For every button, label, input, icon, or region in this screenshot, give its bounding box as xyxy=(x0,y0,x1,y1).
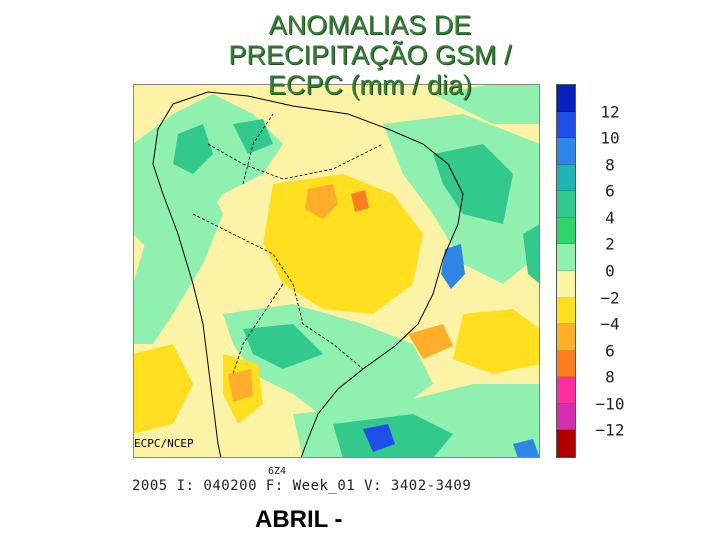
positive-anomaly-region xyxy=(333,414,453,458)
map-title: ANOMALIAS DE PRECIPITAÇÃO GSM / ECPC (mm… xyxy=(180,10,560,100)
country-border xyxy=(207,143,384,180)
colorbar-tick-label: −10 xyxy=(595,394,625,414)
title-line-1: ANOMALIAS DE xyxy=(268,10,472,40)
negative-anomaly-region xyxy=(263,174,423,314)
negative-anomaly-region xyxy=(133,344,193,434)
strong-positive-anomaly xyxy=(513,439,540,458)
footer-small-label: 6Z4 xyxy=(268,466,287,477)
country-border xyxy=(192,213,364,370)
positive-anomaly-region xyxy=(233,119,273,154)
strong-negative-anomaly xyxy=(305,184,338,219)
colorbar-tick-label: 10 xyxy=(600,128,620,148)
colorbar-tick-label: −12 xyxy=(595,420,625,440)
colorbar-swatch xyxy=(557,244,575,271)
colorbar-swatch xyxy=(557,350,575,378)
country-border xyxy=(232,283,284,375)
positive-anomaly-region xyxy=(433,84,540,124)
colorbar-tick-label: 12 xyxy=(600,102,620,122)
positive-anomaly-region xyxy=(523,224,540,284)
colorbar-tick-label: 8 xyxy=(605,367,615,387)
positive-anomaly-region xyxy=(243,324,323,369)
negative-anomaly-region xyxy=(453,309,540,374)
map-frame xyxy=(133,84,540,458)
colorbar-tick-label: −2 xyxy=(600,288,620,308)
colorbar-tick-label: 0 xyxy=(605,261,615,281)
strong-negative-anomaly xyxy=(351,190,369,212)
colorbar-swatch xyxy=(557,377,575,404)
colorbar-swatch xyxy=(557,403,575,431)
colorbar-swatch xyxy=(557,217,575,245)
colorbar-swatch xyxy=(557,138,575,165)
colorbar-swatch xyxy=(557,297,575,325)
colorbar-swatch xyxy=(557,270,575,298)
colorbar-swatch xyxy=(557,324,575,351)
positive-anomaly-region xyxy=(133,174,223,344)
colorbar-swatch xyxy=(557,191,575,218)
strong-negative-anomaly xyxy=(228,369,253,402)
map-canvas xyxy=(133,84,540,458)
colorbar-tick-label: 4 xyxy=(605,208,615,228)
colorbar-swatch xyxy=(557,430,575,457)
colorbar-swatch xyxy=(557,111,575,139)
positive-anomaly-region xyxy=(433,144,513,224)
strong-negative-anomaly xyxy=(408,324,453,359)
colorbar-tick-label: 6 xyxy=(605,341,615,361)
colorbar-swatch xyxy=(557,164,575,192)
positive-anomaly-region xyxy=(173,124,213,174)
strong-positive-anomaly xyxy=(363,424,395,452)
title-line-2: PRECIPITAÇÃO GSM / xyxy=(228,40,512,70)
colorbar-tick-label: −4 xyxy=(600,314,620,334)
footer-run-info: 2005 I: 040200 F: Week_01 V: 3402-3409 xyxy=(132,478,472,494)
month-label: ABRIL - xyxy=(255,506,343,533)
colorbar-tick-label: 6 xyxy=(605,181,615,201)
precipitation-anomaly-map: ECPC/NCEP xyxy=(133,84,540,458)
coastline xyxy=(172,91,464,458)
colorbar-tick-label: 2 xyxy=(605,234,615,254)
country-border xyxy=(242,113,274,185)
map-credit: ECPC/NCEP xyxy=(134,437,194,450)
coastline xyxy=(152,103,222,458)
colorbar xyxy=(556,84,576,458)
strong-positive-anomaly xyxy=(441,244,465,289)
colorbar-swatch xyxy=(557,85,575,112)
colorbar-tick-label: 8 xyxy=(605,155,615,175)
title-line-3: ECPC (mm / dia) xyxy=(267,70,473,100)
